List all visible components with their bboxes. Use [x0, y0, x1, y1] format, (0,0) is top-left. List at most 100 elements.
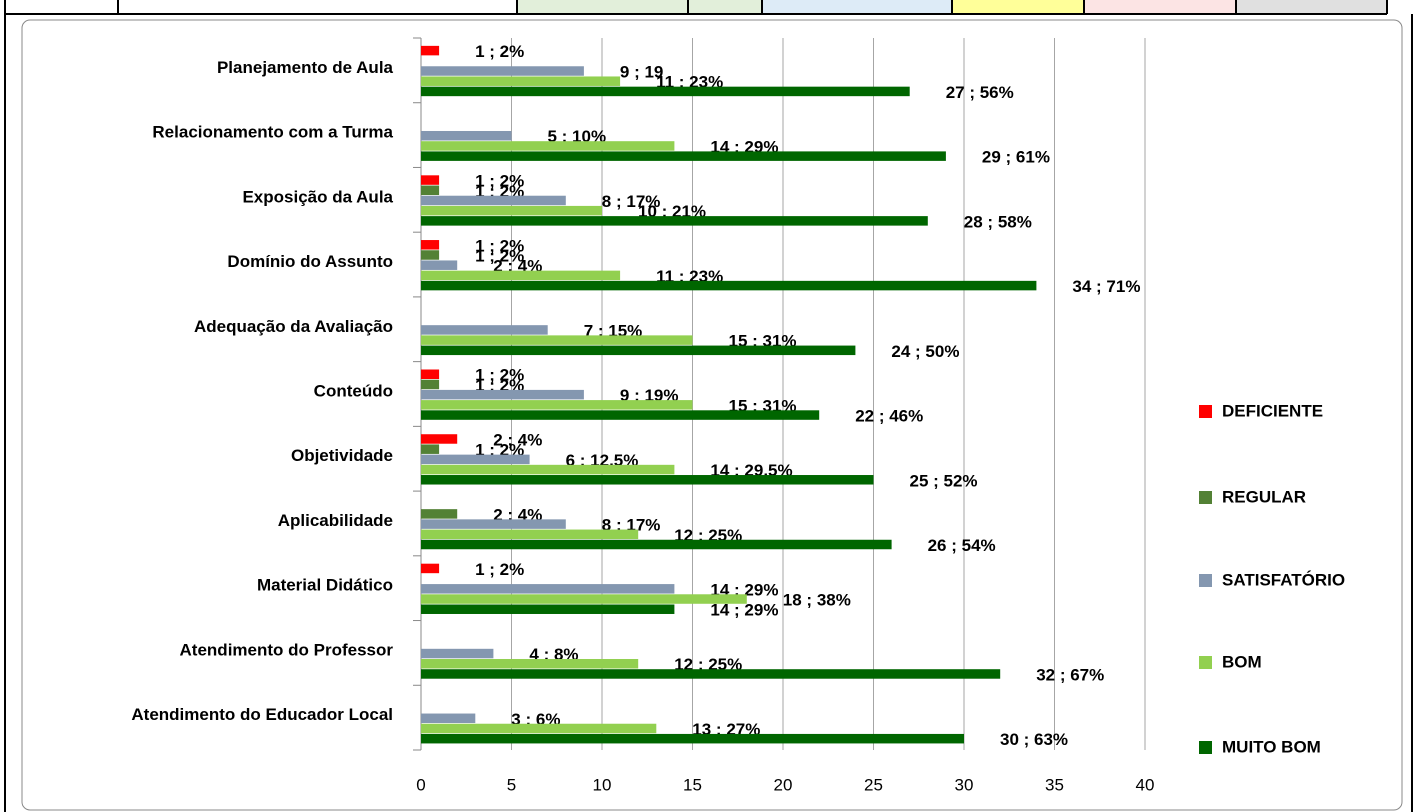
- table-cell: [762, 0, 952, 14]
- bar: [421, 86, 910, 97]
- legend-label: REGULAR: [1222, 487, 1306, 506]
- bar: [421, 130, 512, 141]
- bar: [421, 733, 964, 744]
- bar: [421, 519, 566, 529]
- bar: [421, 529, 639, 540]
- bar: [421, 464, 675, 475]
- data-label: 22 ; 46%: [855, 407, 923, 426]
- data-label: 1 ; 2%: [475, 236, 524, 255]
- x-tick-label: 0: [416, 775, 425, 794]
- x-tick-label: 10: [593, 775, 612, 794]
- data-label: 1 ; 2%: [475, 560, 524, 579]
- x-tick-label: 40: [1136, 775, 1155, 794]
- bar: [421, 669, 1001, 679]
- bar: [421, 250, 440, 260]
- bar: [421, 379, 440, 390]
- data-label: 8 ; 17%: [602, 192, 661, 211]
- data-label: 29 ; 61%: [982, 148, 1050, 167]
- bar: [421, 325, 548, 335]
- bar: [421, 400, 693, 410]
- bar: [421, 151, 946, 161]
- bar: [421, 723, 657, 734]
- legend-swatch: [1199, 656, 1212, 669]
- bar: [421, 369, 440, 379]
- bar: [421, 410, 820, 420]
- bar: [421, 195, 566, 206]
- category-label: Conteúdo: [314, 381, 393, 400]
- bar: [421, 216, 928, 226]
- data-label: 1 ; 2%: [475, 366, 524, 385]
- chart-border: [21, 19, 1403, 811]
- bar: [421, 713, 476, 724]
- x-tick-label: 5: [507, 775, 516, 794]
- bar: [421, 175, 440, 185]
- data-label: 26 ; 54%: [928, 536, 996, 555]
- bar: [421, 66, 584, 76]
- bar: [421, 604, 675, 614]
- data-label: 2 ; 4%: [493, 430, 542, 449]
- table-cell: [1236, 0, 1387, 14]
- data-label: 34 ; 71%: [1072, 277, 1140, 296]
- table-cell: [688, 0, 762, 14]
- data-label: 27 ; 56%: [946, 83, 1014, 102]
- bar: [421, 389, 584, 400]
- legend-label: DEFICIENTE: [1222, 401, 1323, 420]
- bar: [421, 205, 602, 216]
- x-tick-label: 20: [774, 775, 793, 794]
- category-label: Relacionamento com a Turma: [152, 123, 393, 142]
- bar: [421, 659, 639, 669]
- x-tick-label: 25: [864, 775, 883, 794]
- bar: [421, 584, 675, 594]
- bar: [421, 539, 892, 550]
- x-tick-label: 30: [955, 775, 974, 794]
- category-label: Material Didático: [257, 576, 393, 595]
- bar: [421, 280, 1037, 291]
- legend-label: SATISFATÓRIO: [1222, 570, 1345, 589]
- category-label: Objetividade: [291, 446, 393, 465]
- bar: [421, 444, 440, 454]
- bar: [421, 454, 530, 465]
- category-label: Atendimento do Professor: [180, 640, 394, 659]
- data-label: 18 ; 38%: [783, 591, 851, 610]
- table-cell: [1084, 0, 1236, 14]
- bar: [421, 141, 675, 151]
- bar: [421, 594, 747, 604]
- data-label: 14 ; 29%: [710, 601, 778, 620]
- bar: [421, 76, 621, 86]
- data-label: 1 ; 2%: [475, 172, 524, 191]
- data-label: 28 ; 58%: [964, 212, 1032, 231]
- bar: [421, 648, 494, 659]
- bar: [421, 335, 693, 345]
- category-label: Domínio do Assunto: [227, 252, 393, 271]
- table-cell: [952, 0, 1084, 14]
- bar: [421, 260, 458, 270]
- data-label: 9 ; 19: [620, 62, 663, 81]
- bar: [421, 345, 856, 356]
- legend-swatch: [1199, 405, 1212, 418]
- bar: [421, 475, 874, 485]
- bar: [421, 563, 440, 574]
- x-tick-label: 35: [1045, 775, 1064, 794]
- data-label: 32 ; 67%: [1036, 665, 1104, 684]
- data-label: 24 ; 50%: [891, 342, 959, 361]
- data-label: 1 ; 2%: [475, 246, 524, 265]
- bar: [421, 270, 621, 281]
- bar: [421, 240, 440, 250]
- category-label: Atendimento do Educador Local: [131, 705, 393, 724]
- header-table-strip: [5, 0, 1388, 15]
- category-label: Adequação da Avaliação: [194, 317, 393, 336]
- data-label: 30 ; 63%: [1000, 730, 1068, 749]
- category-label: Aplicabilidade: [278, 511, 393, 530]
- legend-label: MUITO BOM: [1222, 737, 1321, 756]
- data-label: 25 ; 52%: [910, 471, 978, 490]
- x-tick-label: 15: [683, 775, 702, 794]
- legend-swatch: [1199, 491, 1212, 504]
- category-label: Planejamento de Aula: [217, 58, 394, 77]
- bar: [421, 509, 458, 519]
- data-label: 1 ; 2%: [475, 42, 524, 61]
- bar: [421, 45, 440, 56]
- legend-label: BOM: [1222, 652, 1262, 671]
- legend-swatch: [1199, 741, 1212, 754]
